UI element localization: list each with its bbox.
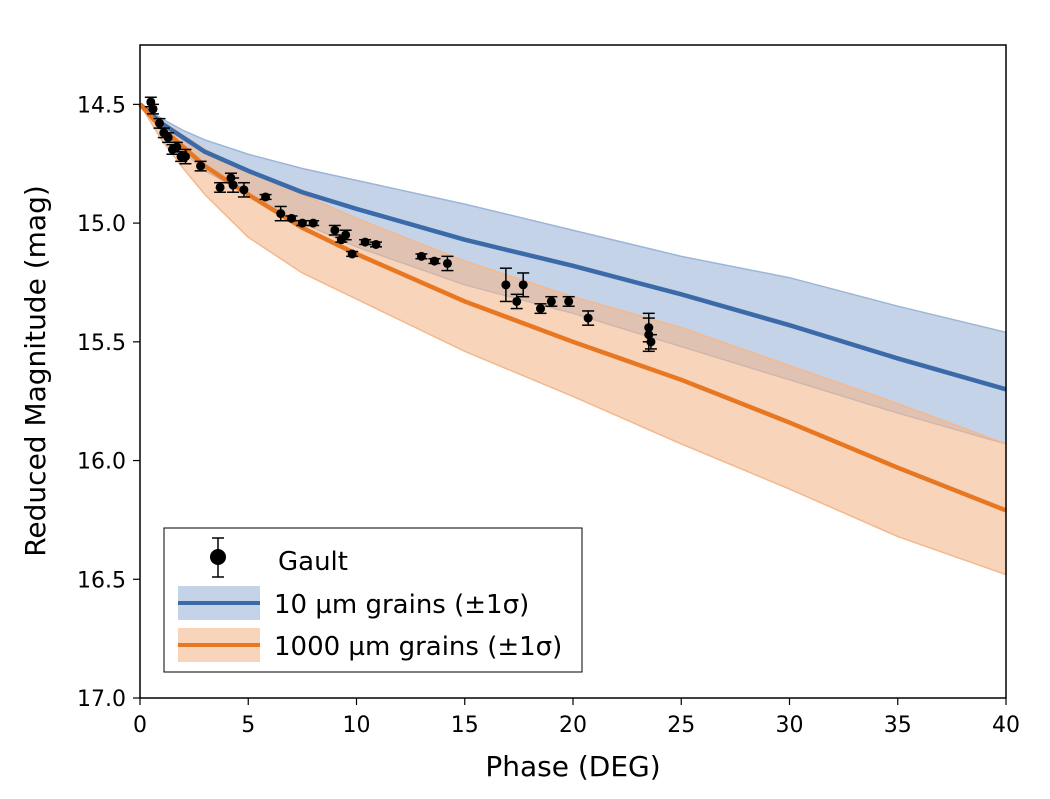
data-point (415, 251, 428, 261)
point-marker (215, 182, 225, 192)
point-marker (360, 237, 370, 247)
point-marker (261, 192, 271, 202)
point-marker (416, 251, 426, 261)
x-tick-label: 25 (667, 713, 695, 738)
data-point (307, 218, 320, 228)
point-marker (501, 280, 511, 290)
point-marker (228, 180, 238, 190)
x-tick-label: 5 (241, 713, 255, 738)
y-tick-label: 16.5 (77, 568, 126, 593)
point-marker (371, 239, 381, 249)
point-marker (154, 118, 164, 128)
legend-label-gault: Gault (278, 547, 348, 577)
data-point (441, 255, 454, 272)
legend-label-1000um: 1000 µm grains (±1σ) (274, 632, 562, 662)
points-layer (144, 96, 657, 353)
point-marker (512, 296, 522, 306)
x-axis-title: Phase (DEG) (485, 750, 660, 783)
point-marker (347, 249, 357, 259)
point-marker (172, 142, 182, 152)
legend-entry-1000um: 1000 µm grains (±1σ) (178, 628, 562, 662)
x-axis: 0 5 10 15 20 25 30 35 40 (133, 698, 1020, 738)
data-point (534, 303, 547, 315)
point-marker (180, 152, 190, 162)
point-marker (148, 104, 158, 114)
data-point (517, 272, 530, 298)
data-point (545, 295, 558, 307)
legend: Gault 10 µm grains (±1σ) 1000 µm grains … (163, 527, 583, 673)
data-point (428, 256, 441, 266)
x-tick-label: 10 (343, 713, 371, 738)
point-marker (646, 337, 656, 347)
legend-point-icon (210, 549, 226, 565)
data-point (582, 310, 595, 326)
data-point (296, 218, 309, 228)
point-marker (583, 313, 593, 323)
point-marker (442, 258, 452, 268)
x-tick-label: 35 (884, 713, 912, 738)
y-tick-label: 15.0 (77, 212, 126, 237)
data-point (328, 224, 341, 236)
data-point (194, 160, 207, 172)
y-tick-label: 15.5 (77, 331, 126, 356)
y-axis: 14.5 15.0 15.5 16.0 16.5 17.0 (77, 93, 140, 712)
legend-label-10um: 10 µm grains (±1σ) (274, 590, 529, 620)
data-point (259, 192, 272, 202)
data-point (499, 267, 512, 303)
data-point (359, 237, 372, 247)
point-marker (564, 296, 574, 306)
data-point (644, 333, 657, 350)
series-line-blue (138, 102, 1007, 392)
y-axis-title: Reduced Magnitude (mag) (19, 185, 52, 557)
point-marker (287, 213, 297, 223)
x-tick-label: 20 (559, 713, 587, 738)
data-point (237, 181, 250, 198)
point-marker (276, 209, 286, 219)
data-point (369, 239, 382, 249)
x-tick-label: 30 (776, 713, 804, 738)
x-tick-label: 40 (992, 713, 1020, 738)
point-marker (163, 133, 173, 143)
point-marker (341, 230, 351, 240)
data-point (339, 229, 352, 241)
y-tick-label: 17.0 (77, 687, 126, 712)
data-point (227, 177, 240, 193)
point-marker (546, 296, 556, 306)
data-point (274, 205, 287, 222)
point-marker (518, 280, 528, 290)
legend-entry-gault: Gault (210, 537, 348, 578)
data-point (346, 249, 359, 259)
point-marker (429, 256, 439, 266)
data-point (179, 148, 192, 165)
point-marker (196, 161, 206, 171)
data-point (285, 213, 298, 223)
point-marker (239, 185, 249, 195)
point-marker (308, 218, 318, 228)
point-marker (330, 225, 340, 235)
point-marker (536, 304, 546, 314)
legend-entry-10um: 10 µm grains (±1σ) (178, 586, 529, 620)
point-marker (297, 218, 307, 228)
data-point (214, 181, 227, 193)
data-point (146, 103, 159, 115)
y-tick-label: 14.5 (77, 93, 126, 118)
data-point (510, 293, 523, 310)
x-tick-label: 15 (451, 713, 479, 738)
x-tick-label: 0 (133, 713, 147, 738)
y-tick-label: 16.0 (77, 450, 126, 475)
data-point (562, 295, 575, 307)
